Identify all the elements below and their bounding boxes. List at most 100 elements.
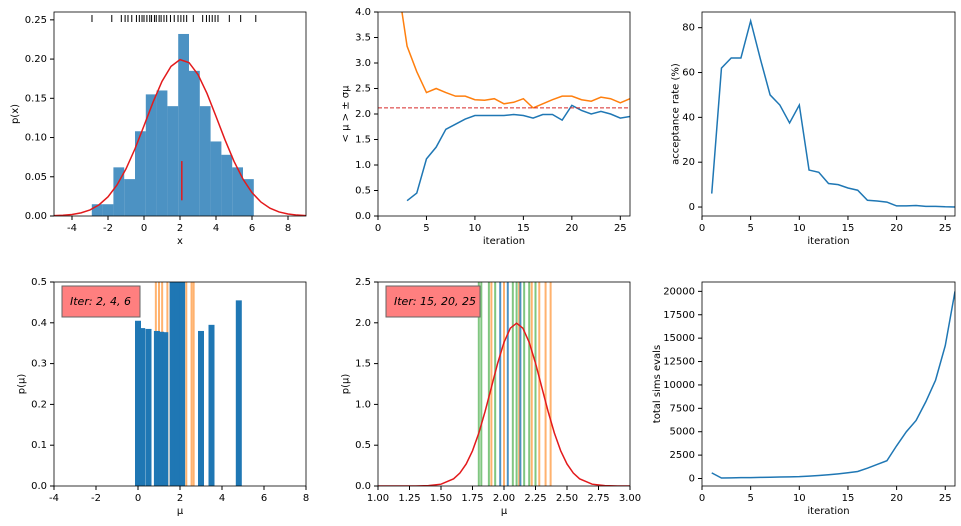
- x-tick-label: 2.50: [556, 493, 578, 504]
- x-tick-label: 6: [261, 493, 267, 504]
- y-tick-label: 17500: [663, 310, 695, 321]
- x-tick-label: 4: [213, 223, 219, 234]
- y-axis-label: total sims evals: [652, 345, 663, 423]
- histogram-bar: [221, 154, 233, 216]
- histogram-bar: [135, 131, 146, 216]
- y-tick-label: 0.0: [355, 481, 371, 492]
- x-axis-label: iteration: [807, 236, 849, 247]
- histogram-bar: [210, 141, 222, 216]
- series-line: [406, 104, 630, 202]
- x-axis-label: μ: [177, 506, 184, 517]
- x-tick-label: 5: [747, 493, 753, 504]
- y-tick-label: 2.5: [355, 277, 371, 288]
- plot-area: [711, 291, 955, 479]
- y-axis-label: < μ > ± σμ: [340, 85, 351, 143]
- x-tick-label: 10: [793, 493, 806, 504]
- plot-area: [135, 282, 242, 486]
- bar: [162, 332, 169, 486]
- y-tick-label: 3.0: [355, 58, 371, 69]
- bar: [235, 300, 242, 486]
- histogram-bar: [232, 167, 243, 216]
- x-tick-label: -2: [103, 223, 113, 234]
- axes-frame: [701, 11, 956, 217]
- series-line: [401, 12, 630, 109]
- annotation: Iter: 15, 20, 25: [394, 295, 476, 308]
- x-tick-label: 6: [249, 223, 255, 234]
- panel: 0 5 10 15 20 25 0 20 40 60 80 iteration acceptance r…: [671, 11, 956, 247]
- axes-frame: [701, 281, 956, 487]
- fit-curve: [54, 58, 306, 216]
- x-tick-label: 2.25: [524, 493, 546, 504]
- x-tick-label: 3.00: [619, 493, 641, 504]
- y-tick-label: 0.05: [25, 172, 47, 183]
- axes-frame: [377, 281, 631, 487]
- x-tick-label: 1.00: [367, 493, 389, 504]
- y-tick-label: 0.10: [25, 133, 47, 144]
- x-tick-label: 1.75: [461, 493, 483, 504]
- y-axis-label: p(μ): [16, 374, 27, 395]
- bar: [198, 330, 204, 486]
- annotation-box: [61, 285, 141, 318]
- axes-frame: [377, 11, 631, 217]
- y-tick-label: 2.0: [355, 109, 371, 120]
- y-tick-label: 0: [689, 202, 695, 213]
- series-line: [710, 17, 955, 208]
- panel: 0 5 10 15 20 25 0 2500 5000 7500 10000 12500 15000 17…: [652, 281, 956, 517]
- plot-area: [54, 15, 306, 216]
- bar: [174, 282, 181, 486]
- histogram-bar: [145, 94, 157, 216]
- x-tick-label: 0: [699, 223, 705, 234]
- axes-frame: [53, 281, 307, 487]
- y-tick-label: 0.20: [25, 54, 47, 65]
- y-tick-label: 0.3: [31, 359, 47, 370]
- annotation-box: [385, 285, 481, 318]
- histogram-bar: [124, 179, 135, 216]
- y-tick-label: 0: [689, 474, 695, 485]
- y-tick-label: 5000: [670, 427, 695, 438]
- y-tick-label: 0.2: [31, 399, 47, 410]
- bar: [145, 328, 152, 486]
- x-tick-label: 25: [939, 493, 952, 504]
- y-tick-label: 0.4: [31, 318, 47, 329]
- y-tick-label: 0.5: [355, 440, 371, 451]
- x-tick-label: 15: [842, 493, 855, 504]
- x-tick-label: 0: [699, 493, 705, 504]
- y-tick-label: 0.00: [25, 211, 47, 222]
- x-tick-label: 0: [141, 223, 147, 234]
- x-axis-label: x: [177, 236, 183, 247]
- x-tick-label: 0: [135, 493, 141, 504]
- bar: [139, 328, 146, 486]
- x-tick-label: 2: [177, 493, 183, 504]
- histogram-bar: [199, 106, 211, 216]
- y-tick-label: 60: [682, 68, 695, 79]
- histogram-bar: [91, 204, 103, 216]
- y-tick-label: 2500: [670, 450, 695, 461]
- x-tick-label: 10: [793, 223, 806, 234]
- x-tick-label: 20: [565, 223, 578, 234]
- y-tick-label: 80: [682, 23, 695, 34]
- y-tick-label: 0.5: [355, 186, 371, 197]
- y-tick-label: 0.25: [25, 15, 47, 26]
- x-tick-label: 5: [747, 223, 753, 234]
- y-tick-label: 40: [682, 112, 695, 123]
- y-tick-label: 1.0: [355, 399, 371, 410]
- series-line: [378, 322, 630, 486]
- x-tick-label: 1.25: [398, 493, 420, 504]
- y-tick-label: 4.0: [355, 7, 371, 18]
- x-tick-label: -2: [91, 493, 101, 504]
- plot-area: [378, 12, 630, 202]
- bar: [208, 324, 215, 486]
- y-tick-label: 2.5: [355, 84, 371, 95]
- x-axis-label: iteration: [483, 236, 525, 247]
- y-tick-label: 10000: [663, 380, 695, 391]
- x-tick-label: -4: [49, 493, 59, 504]
- bar: [158, 331, 165, 486]
- x-tick-label: 2: [177, 223, 183, 234]
- x-tick-label: 20: [890, 223, 903, 234]
- x-tick-label: 25: [614, 223, 627, 234]
- y-tick-label: 0.5: [31, 277, 47, 288]
- x-tick-label: 15: [842, 223, 855, 234]
- panel: -4 -2 0 2 4 6 8 0.00 0.05 0.10 0.15 0.20 0.25 x p(x): [10, 11, 307, 247]
